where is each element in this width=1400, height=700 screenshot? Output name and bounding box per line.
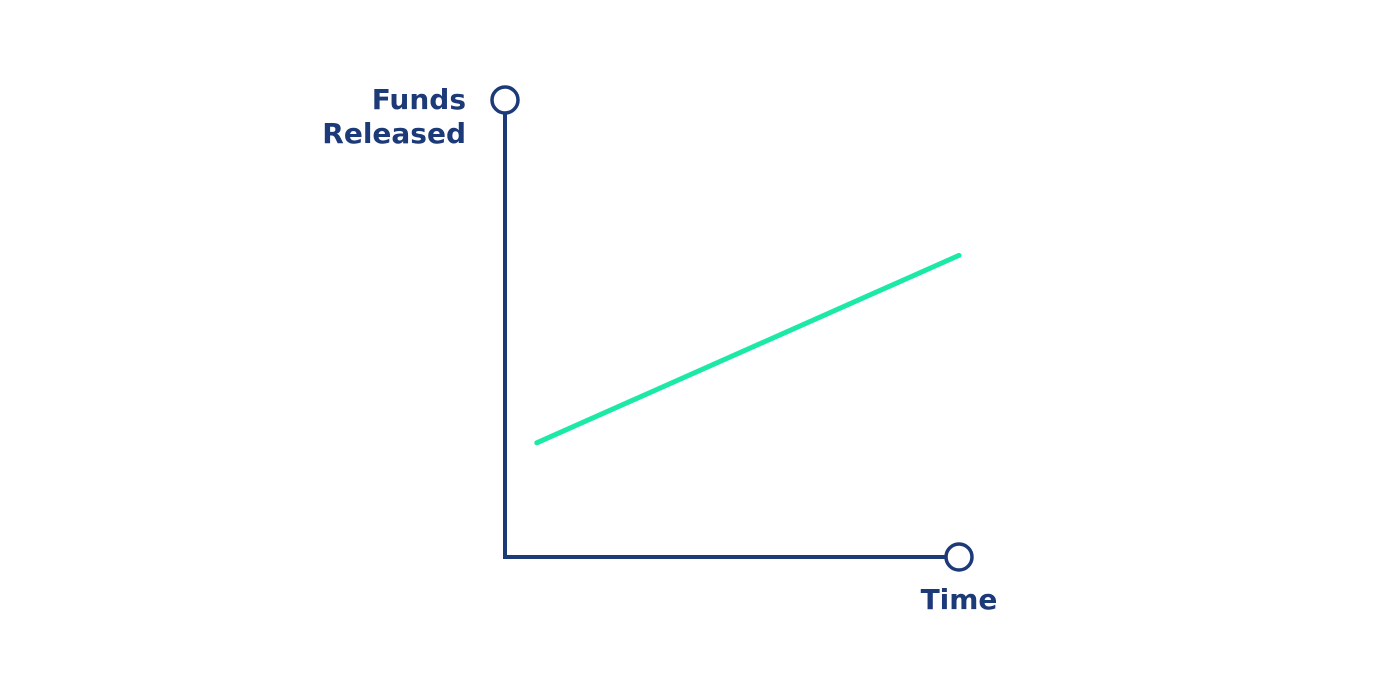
series-layer bbox=[534, 252, 962, 446]
series-line-1 bbox=[534, 252, 962, 446]
x-axis-label: Time bbox=[921, 583, 998, 616]
y-axis-end-circle-icon bbox=[490, 85, 520, 115]
y-axis-label-line-1: Funds bbox=[372, 83, 466, 116]
x-axis-end-circle-icon bbox=[944, 542, 974, 572]
axes bbox=[490, 85, 974, 572]
y-axis-label-line-2: Released bbox=[322, 117, 466, 150]
